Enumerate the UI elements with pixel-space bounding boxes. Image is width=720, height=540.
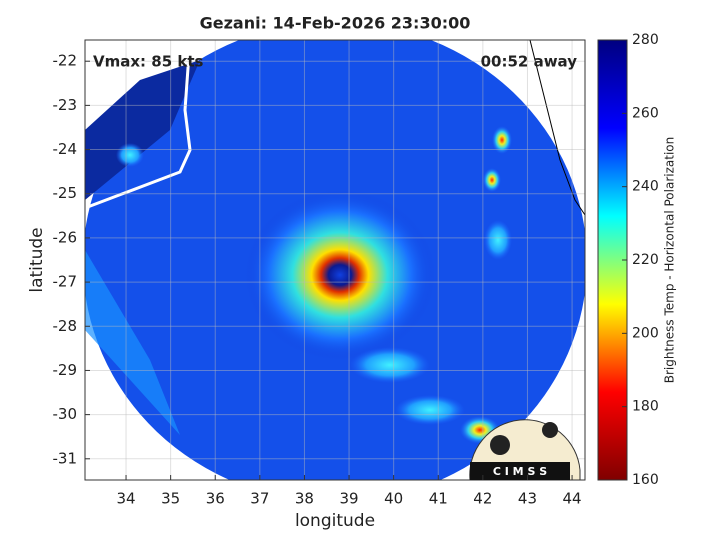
- y-tick-label: -23: [53, 96, 78, 114]
- x-tick-label: 40: [384, 490, 403, 508]
- x-tick-label: 43: [518, 490, 537, 508]
- convection: [492, 126, 512, 154]
- logo: C I M S S: [469, 419, 581, 481]
- x-tick-label: 39: [340, 490, 359, 508]
- logo-band: [470, 462, 570, 480]
- y-tick-label: -22: [53, 52, 78, 70]
- coastline: [85, 40, 192, 210]
- coastline: [529, 40, 585, 216]
- logo-icon: [490, 435, 510, 455]
- rainband: [350, 347, 430, 383]
- chart-title: Gezani: 14-Feb-2026 23:30:00: [200, 14, 471, 33]
- y-tick-label: -28: [53, 317, 78, 335]
- y-tick-label: -25: [53, 184, 78, 202]
- x-tick-label: 42: [473, 490, 492, 508]
- x-axis-label: longitude: [295, 511, 375, 531]
- colorbar-tick-label: 160: [632, 472, 659, 488]
- plot-frame: [84, 39, 586, 481]
- x-tick-label: 34: [116, 490, 135, 508]
- colorbar-tick-label: 180: [632, 399, 659, 415]
- annotation: Vmax: 85 kts: [93, 53, 203, 71]
- colorbar-label: Brightness Temp - Horizontal Polarizatio…: [663, 137, 677, 384]
- rainband: [395, 395, 465, 425]
- eyewall: [245, 190, 435, 360]
- y-tick-label: -30: [53, 405, 78, 423]
- swath-edge: [85, 250, 180, 435]
- colorbar-tick-label: 220: [632, 252, 659, 268]
- x-tick-label: 36: [206, 490, 225, 508]
- satellite-image: [85, 40, 585, 480]
- x-tick-label: 44: [563, 490, 582, 508]
- y-axis-label: latitude: [27, 227, 47, 292]
- grid: [85, 40, 585, 480]
- y-tick-label: -29: [53, 361, 78, 379]
- logo-text: C I M S S: [493, 465, 547, 478]
- y-tick-label: -24: [53, 140, 78, 158]
- colorbar-tick-label: 260: [632, 105, 659, 121]
- x-tick-label: 37: [250, 490, 269, 508]
- y-tick-label: -26: [53, 228, 78, 246]
- land-region: [85, 60, 200, 200]
- convection: [484, 220, 512, 260]
- convection: [483, 168, 501, 192]
- convection: [116, 143, 144, 167]
- logo-icon: [542, 422, 558, 438]
- x-tick-label: 41: [429, 490, 448, 508]
- x-tick-label: 35: [161, 490, 180, 508]
- x-tick-label: 38: [295, 490, 314, 508]
- y-tick-label: -31: [53, 449, 78, 467]
- annotation: 00:52 away: [481, 53, 578, 71]
- colorbar-tick-label: 240: [632, 179, 659, 195]
- colorbar-tick-label: 200: [632, 325, 659, 341]
- colorbar-tick-label: 280: [632, 32, 659, 48]
- y-tick-label: -27: [53, 273, 78, 291]
